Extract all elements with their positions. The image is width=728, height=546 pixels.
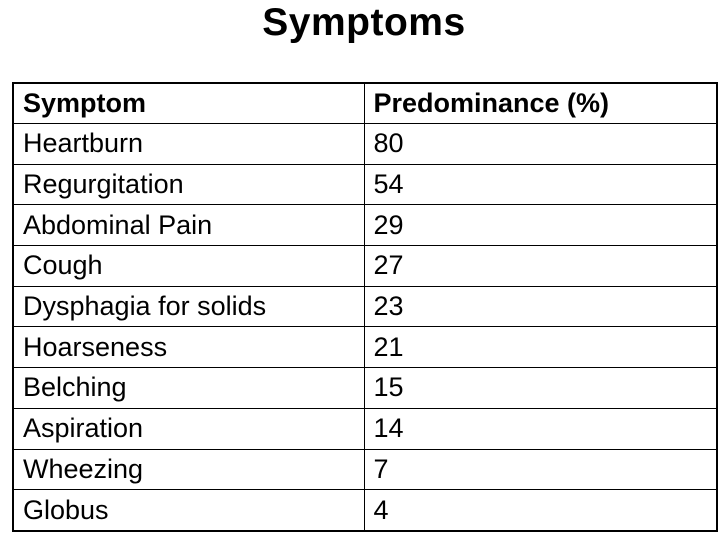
value-cell: 21 <box>363 326 718 369</box>
table-row: Aspiration 14 <box>12 407 718 450</box>
table-row: Wheezing 7 <box>12 448 718 491</box>
column-header-predominance: Predominance (%) <box>363 82 718 124</box>
value-cell: 29 <box>363 204 718 247</box>
table-row: Regurgitation 54 <box>12 163 718 206</box>
value-cell: 15 <box>363 367 718 409</box>
value-cell: 80 <box>363 123 718 165</box>
symptom-cell: Abdominal Pain <box>12 204 365 247</box>
symptom-cell: Regurgitation <box>12 163 365 206</box>
symptom-cell: Belching <box>12 367 365 409</box>
table-header-row: Symptom Predominance (%) <box>12 82 718 124</box>
table-row: Hoarseness 21 <box>12 326 718 369</box>
value-cell: 27 <box>363 245 718 287</box>
symptom-cell: Globus <box>12 489 365 532</box>
value-cell: 4 <box>363 489 718 532</box>
table-row: Heartburn 80 <box>12 123 718 165</box>
table-row: Belching 15 <box>12 367 718 409</box>
symptom-cell: Hoarseness <box>12 326 365 369</box>
symptoms-table: Symptom Predominance (%) Heartburn 80 Re… <box>12 82 718 532</box>
table-row: Abdominal Pain 29 <box>12 204 718 247</box>
table-row: Globus 4 <box>12 489 718 532</box>
value-cell: 14 <box>363 407 718 450</box>
value-cell: 23 <box>363 285 718 328</box>
column-header-symptom: Symptom <box>12 82 365 124</box>
symptom-cell: Heartburn <box>12 123 365 165</box>
table-row: Dysphagia for solids 23 <box>12 285 718 328</box>
value-cell: 7 <box>363 448 718 491</box>
page-title: Symptoms <box>262 1 466 44</box>
table-row: Cough 27 <box>12 245 718 287</box>
value-cell: 54 <box>363 163 718 206</box>
symptom-cell: Dysphagia for solids <box>12 285 365 328</box>
symptom-cell: Aspiration <box>12 407 365 450</box>
symptom-cell: Cough <box>12 245 365 287</box>
symptom-cell: Wheezing <box>12 448 365 491</box>
